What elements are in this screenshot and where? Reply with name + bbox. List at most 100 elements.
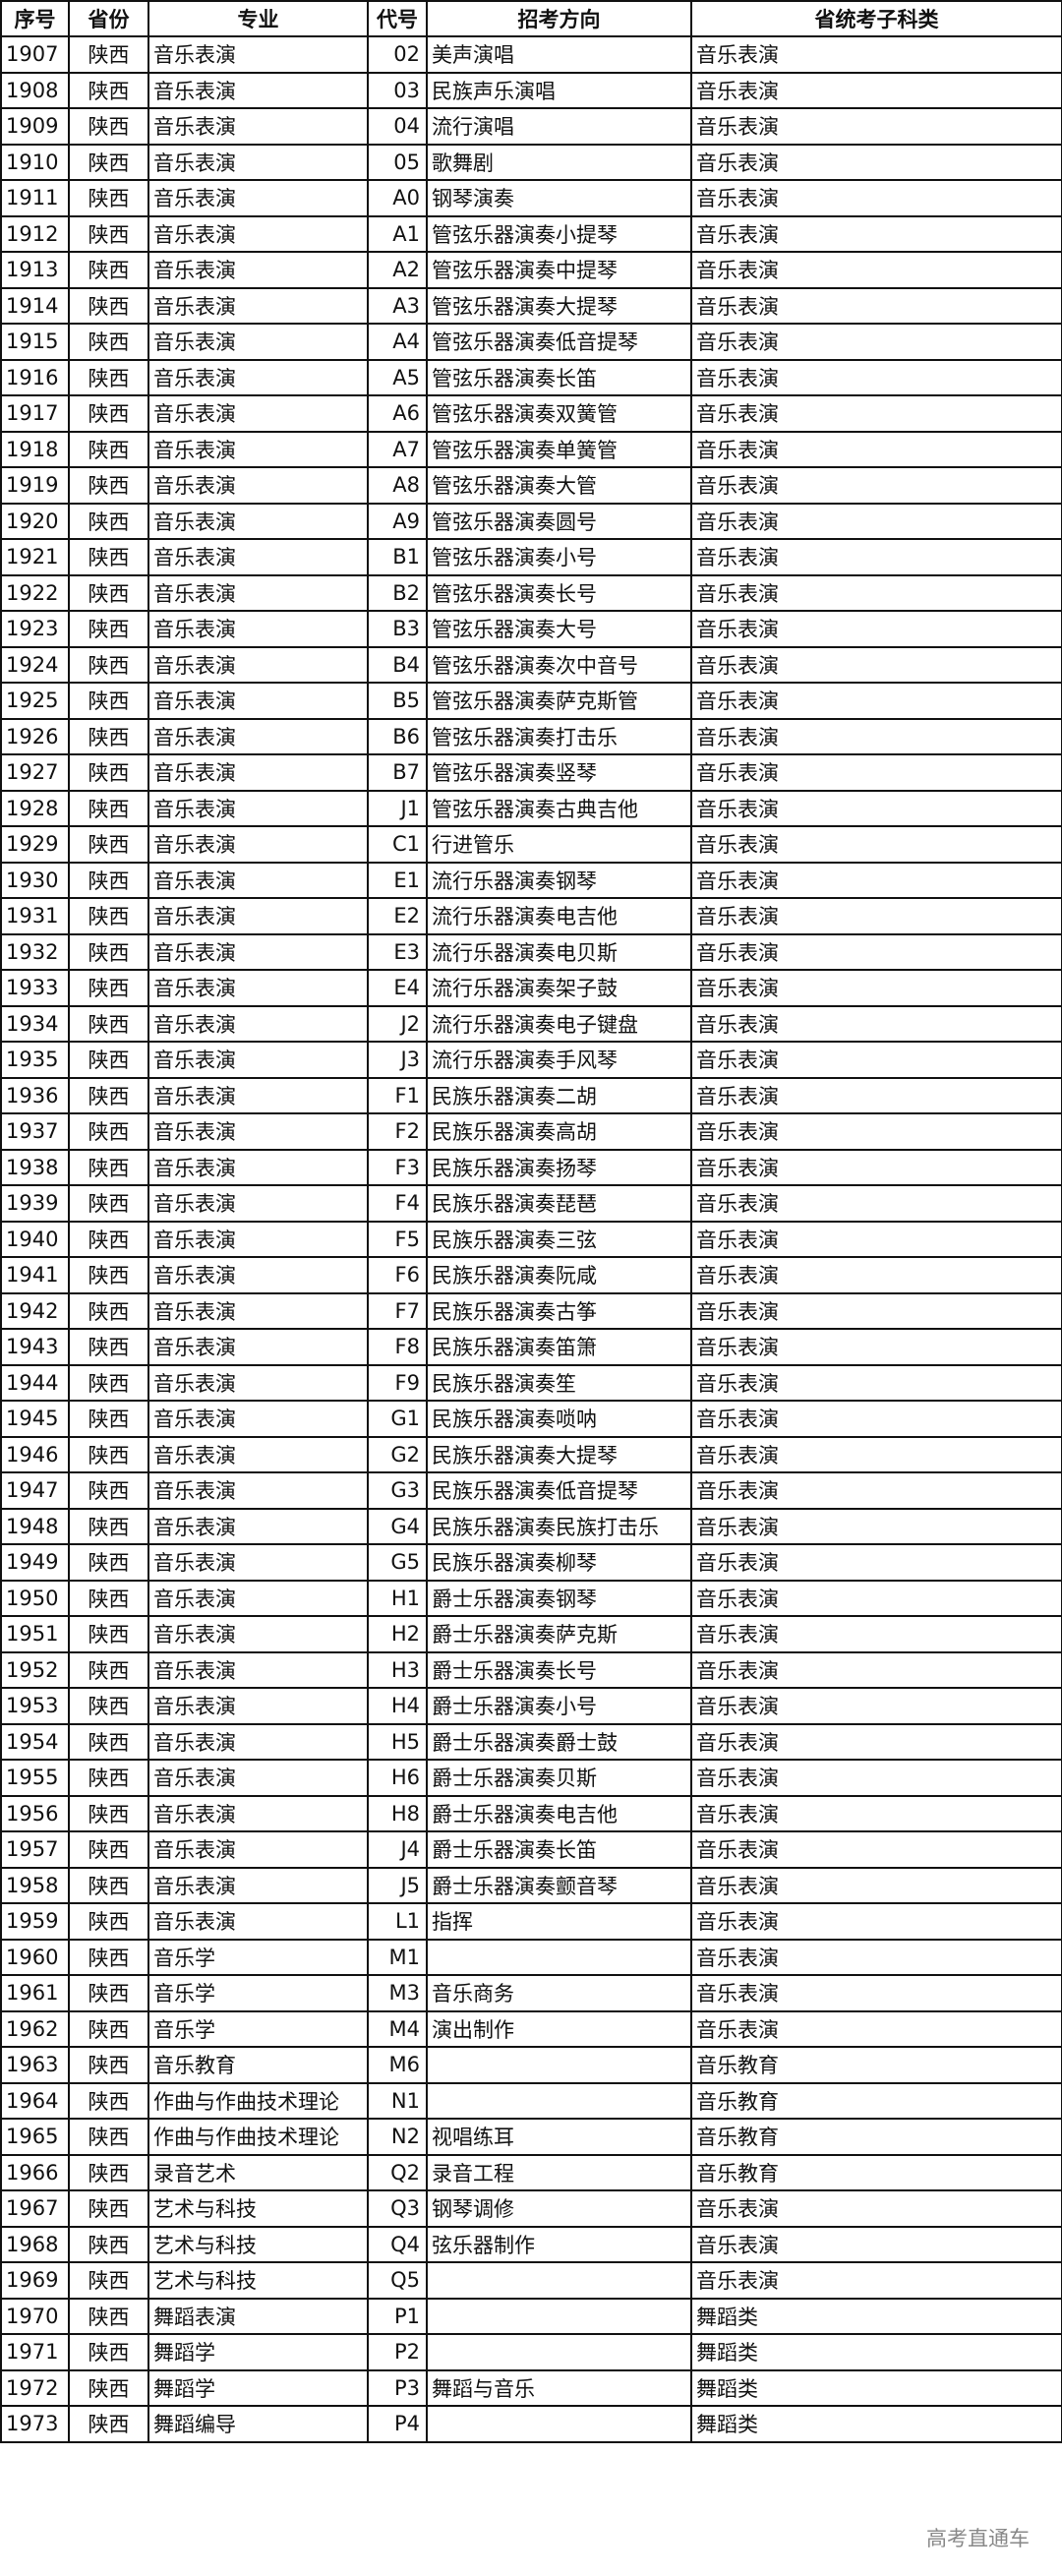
cell-direction: 录音工程 bbox=[426, 2153, 692, 2191]
cell-code: B7 bbox=[367, 753, 428, 792]
cell-code: F9 bbox=[367, 1363, 428, 1402]
cell-major: 音乐表演 bbox=[148, 1650, 369, 1689]
cell-code: B5 bbox=[367, 682, 428, 720]
cell-serial: 1946 bbox=[0, 1435, 70, 1473]
cell-province: 陕西 bbox=[68, 214, 149, 253]
cell-serial: 1956 bbox=[0, 1794, 70, 1832]
cell-serial: 1942 bbox=[0, 1291, 70, 1330]
cell-major: 音乐表演 bbox=[148, 35, 369, 74]
cell-province: 陕西 bbox=[68, 430, 149, 468]
cell-serial: 1922 bbox=[0, 573, 70, 612]
table-row: 1939 陕西 音乐表演 F4 民族乐器演奏琵琶 音乐表演 bbox=[0, 1184, 1062, 1223]
table-row: 1916 陕西 音乐表演 A5 管弦乐器演奏长笛 音乐表演 bbox=[0, 358, 1062, 396]
cell-serial: 1921 bbox=[0, 538, 70, 576]
header-major: 专业 bbox=[148, 0, 369, 37]
cell-major: 音乐表演 bbox=[148, 753, 369, 792]
cell-major: 音乐表演 bbox=[148, 1507, 369, 1545]
cell-major: 音乐表演 bbox=[148, 610, 369, 648]
table-row: 1920 陕西 音乐表演 A9 管弦乐器演奏圆号 音乐表演 bbox=[0, 502, 1062, 540]
cell-major: 舞蹈编导 bbox=[148, 2405, 369, 2443]
cell-serial: 1918 bbox=[0, 430, 70, 468]
cell-serial: 1949 bbox=[0, 1543, 70, 1582]
cell-major: 音乐学 bbox=[148, 2009, 369, 2048]
table-row: 1972 陕西 舞蹈学 P3 舞蹈与音乐 舞蹈类 bbox=[0, 2368, 1062, 2407]
cell-province: 陕西 bbox=[68, 1543, 149, 1582]
cell-direction: 爵士乐器演奏电吉他 bbox=[426, 1794, 692, 1832]
cell-major: 音乐表演 bbox=[148, 71, 369, 109]
cell-major: 音乐表演 bbox=[148, 1148, 369, 1186]
cell-code: C1 bbox=[367, 825, 428, 864]
cell-province: 陕西 bbox=[68, 1650, 149, 1689]
cell-province: 陕西 bbox=[68, 71, 149, 109]
table-row: 1914 陕西 音乐表演 A3 管弦乐器演奏大提琴 音乐表演 bbox=[0, 286, 1062, 325]
cell-category: 音乐表演 bbox=[690, 682, 1062, 720]
cell-major: 舞蹈学 bbox=[148, 2368, 369, 2407]
table-row: 1966 陕西 录音艺术 Q2 录音工程 音乐教育 bbox=[0, 2153, 1062, 2191]
cell-serial: 1912 bbox=[0, 214, 70, 253]
cell-direction: 流行乐器演奏电贝斯 bbox=[426, 932, 692, 971]
cell-code: A6 bbox=[367, 394, 428, 433]
cell-category: 音乐表演 bbox=[690, 179, 1062, 217]
cell-direction: 流行乐器演奏架子鼓 bbox=[426, 969, 692, 1007]
cell-province: 陕西 bbox=[68, 1722, 149, 1761]
table-row: 1935 陕西 音乐表演 J3 流行乐器演奏手风琴 音乐表演 bbox=[0, 1041, 1062, 1079]
cell-major: 舞蹈学 bbox=[148, 2333, 369, 2371]
cell-province: 陕西 bbox=[68, 2368, 149, 2407]
cell-category: 音乐表演 bbox=[690, 71, 1062, 109]
table-row: 1943 陕西 音乐表演 F8 民族乐器演奏笛箫 音乐表演 bbox=[0, 1328, 1062, 1366]
table-row: 1958 陕西 音乐表演 J5 爵士乐器演奏颤音琴 音乐表演 bbox=[0, 1866, 1062, 1904]
table-row: 1913 陕西 音乐表演 A2 管弦乐器演奏中提琴 音乐表演 bbox=[0, 251, 1062, 289]
cell-province: 陕西 bbox=[68, 1041, 149, 1079]
table-row: 1918 陕西 音乐表演 A7 管弦乐器演奏单簧管 音乐表演 bbox=[0, 430, 1062, 468]
cell-province: 陕西 bbox=[68, 323, 149, 361]
cell-category: 音乐表演 bbox=[690, 1076, 1062, 1114]
table-row: 1956 陕西 音乐表演 H8 爵士乐器演奏电吉他 音乐表演 bbox=[0, 1794, 1062, 1832]
cell-category: 音乐表演 bbox=[690, 897, 1062, 935]
cell-code: B3 bbox=[367, 610, 428, 648]
table-row: 1927 陕西 音乐表演 B7 管弦乐器演奏竖琴 音乐表演 bbox=[0, 753, 1062, 792]
cell-province: 陕西 bbox=[68, 645, 149, 684]
cell-serial: 1920 bbox=[0, 502, 70, 540]
cell-code: G5 bbox=[367, 1543, 428, 1582]
table-row: 1955 陕西 音乐表演 H6 爵士乐器演奏贝斯 音乐表演 bbox=[0, 1759, 1062, 1797]
cell-province: 陕西 bbox=[68, 2297, 149, 2335]
table-row: 1917 陕西 音乐表演 A6 管弦乐器演奏双簧管 音乐表演 bbox=[0, 394, 1062, 433]
cell-serial: 1973 bbox=[0, 2405, 70, 2443]
cell-province: 陕西 bbox=[68, 2081, 149, 2120]
cell-serial: 1926 bbox=[0, 717, 70, 755]
cell-code: E4 bbox=[367, 969, 428, 1007]
cell-direction bbox=[426, 2081, 692, 2120]
cell-direction: 管弦乐器演奏大管 bbox=[426, 466, 692, 505]
table-row: 1938 陕西 音乐表演 F3 民族乐器演奏扬琴 音乐表演 bbox=[0, 1148, 1062, 1186]
cell-serial: 1936 bbox=[0, 1076, 70, 1114]
table-row: 1951 陕西 音乐表演 H2 爵士乐器演奏萨克斯 音乐表演 bbox=[0, 1615, 1062, 1653]
cell-major: 音乐表演 bbox=[148, 1794, 369, 1832]
cell-serial: 1967 bbox=[0, 2189, 70, 2228]
cell-province: 陕西 bbox=[68, 2153, 149, 2191]
cell-direction: 民族乐器演奏古筝 bbox=[426, 1291, 692, 1330]
table-row: 1907 陕西 音乐表演 02 美声演唱 音乐表演 bbox=[0, 35, 1062, 74]
cell-serial: 1933 bbox=[0, 969, 70, 1007]
cell-code: J4 bbox=[367, 1830, 428, 1869]
cell-direction: 钢琴演奏 bbox=[426, 179, 692, 217]
cell-province: 陕西 bbox=[68, 1256, 149, 1294]
cell-code: G1 bbox=[367, 1400, 428, 1438]
cell-code: A0 bbox=[367, 179, 428, 217]
cell-direction: 弦乐器制作 bbox=[426, 2225, 692, 2263]
table-row: 1973 陕西 舞蹈编导 P4 舞蹈类 bbox=[0, 2405, 1062, 2443]
cell-serial: 1944 bbox=[0, 1363, 70, 1402]
cell-code: H5 bbox=[367, 1722, 428, 1761]
cell-code: Q5 bbox=[367, 2261, 428, 2300]
cell-serial: 1931 bbox=[0, 897, 70, 935]
cell-major: 音乐表演 bbox=[148, 932, 369, 971]
table-row: 1945 陕西 音乐表演 G1 民族乐器演奏唢呐 音乐表演 bbox=[0, 1400, 1062, 1438]
table-row: 1963 陕西 音乐教育 M6 音乐教育 bbox=[0, 2046, 1062, 2084]
cell-province: 陕西 bbox=[68, 1615, 149, 1653]
cell-category: 音乐表演 bbox=[690, 1148, 1062, 1186]
cell-province: 陕西 bbox=[68, 1759, 149, 1797]
cell-major: 音乐表演 bbox=[148, 1471, 369, 1510]
cell-direction: 流行演唱 bbox=[426, 107, 692, 146]
cell-serial: 1957 bbox=[0, 1830, 70, 1869]
table-row: 1965 陕西 作曲与作曲技术理论 N2 视唱练耳 音乐教育 bbox=[0, 2118, 1062, 2156]
table-row: 1957 陕西 音乐表演 J4 爵士乐器演奏长笛 音乐表演 bbox=[0, 1830, 1062, 1869]
